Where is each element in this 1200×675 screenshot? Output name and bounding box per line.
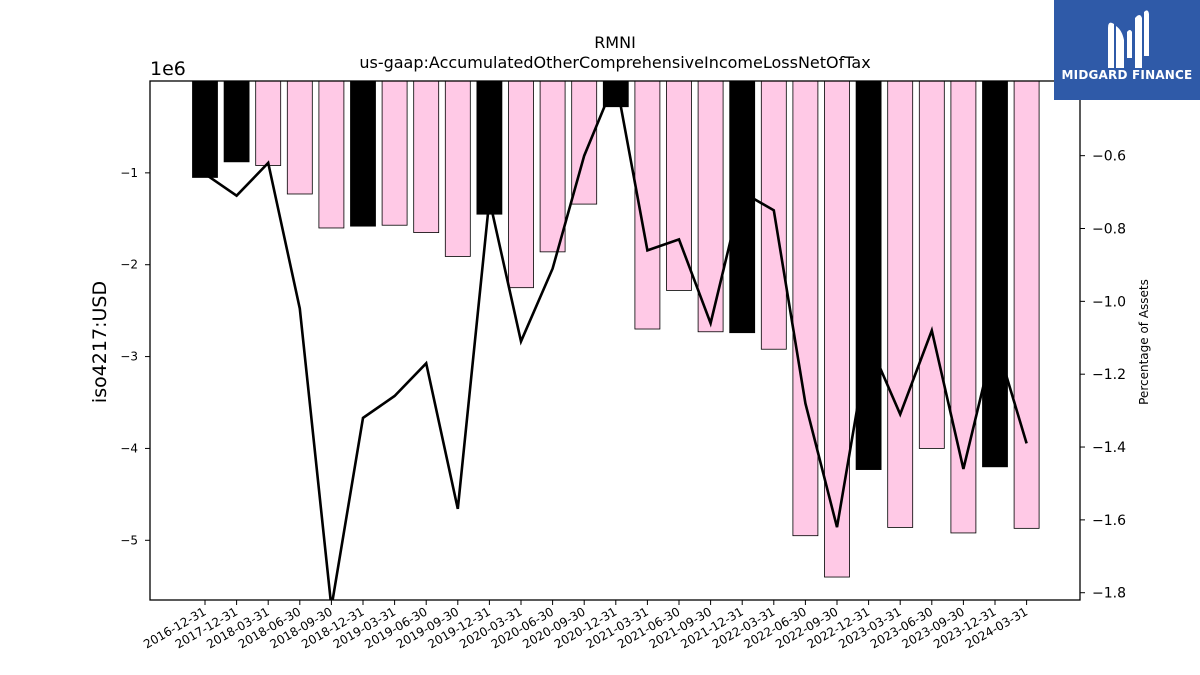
midgard-m-logo-icon: [1108, 10, 1149, 69]
y-right-tick-label: −1.4: [1092, 440, 1126, 456]
bar-2017-12-31: [223, 80, 250, 163]
y-tick-label: −1: [120, 166, 138, 180]
chart-subtitle: us-gaap:AccumulatedOtherComprehensiveInc…: [359, 53, 870, 72]
bar-2018-09-30: [318, 80, 345, 229]
bar-2023-03-31: [887, 80, 914, 528]
chart-title: RMNI: [594, 33, 636, 52]
y-right-tick-label: −1.0: [1092, 294, 1126, 310]
bar-2024-03-31: [1013, 80, 1040, 529]
y-offset-label: 1e6: [150, 58, 186, 80]
bar-2018-06-30: [286, 80, 313, 195]
y-tick-label: −3: [120, 350, 138, 364]
percentage-of-assets-line: [204, 81, 1028, 600]
bar-2021-12-31: [729, 80, 756, 334]
bar-2019-03-31: [381, 80, 408, 226]
y-tick-label: −4: [120, 441, 138, 455]
bar-2016-12-31: [192, 80, 218, 178]
y-right-tick-label: −1.8: [1092, 586, 1126, 602]
plot-frame: [149, 80, 1081, 601]
brand-name: MIDGARD FINANCE: [1061, 68, 1193, 82]
bar-2019-12-31: [476, 80, 503, 215]
bar-2020-03-31: [508, 80, 534, 289]
bar-2018-12-31: [350, 80, 376, 227]
y-right-tick-label: −0.8: [1092, 222, 1126, 238]
bar-2021-06-30: [666, 80, 692, 291]
bar-2022-06-30: [792, 80, 819, 537]
y-tick-label: −5: [120, 533, 138, 547]
y-right-tick-label: −1.2: [1092, 367, 1126, 383]
bar-2022-12-31: [855, 80, 882, 470]
bar-2018-03-31: [255, 80, 282, 166]
bar-2019-09-30: [444, 80, 471, 257]
brand-logo: MIDGARD FINANCE: [1054, 0, 1200, 100]
bar-2020-06-30: [539, 80, 566, 253]
bar-2022-09-30: [824, 80, 850, 578]
bar-2023-12-31: [982, 80, 1008, 468]
y-axis-label: iso4217:USD: [89, 281, 111, 403]
bar-2023-09-30: [950, 80, 977, 534]
y-right-tick-label: −1.6: [1092, 513, 1126, 529]
bar-2023-06-30: [918, 80, 945, 449]
y-axis-label-right: Percentage of Assets: [1137, 279, 1151, 405]
y-tick-label: −2: [120, 258, 138, 272]
bar-2021-09-30: [697, 80, 724, 333]
bar-2019-06-30: [413, 80, 440, 233]
y-right-tick-label: −0.6: [1092, 149, 1126, 165]
